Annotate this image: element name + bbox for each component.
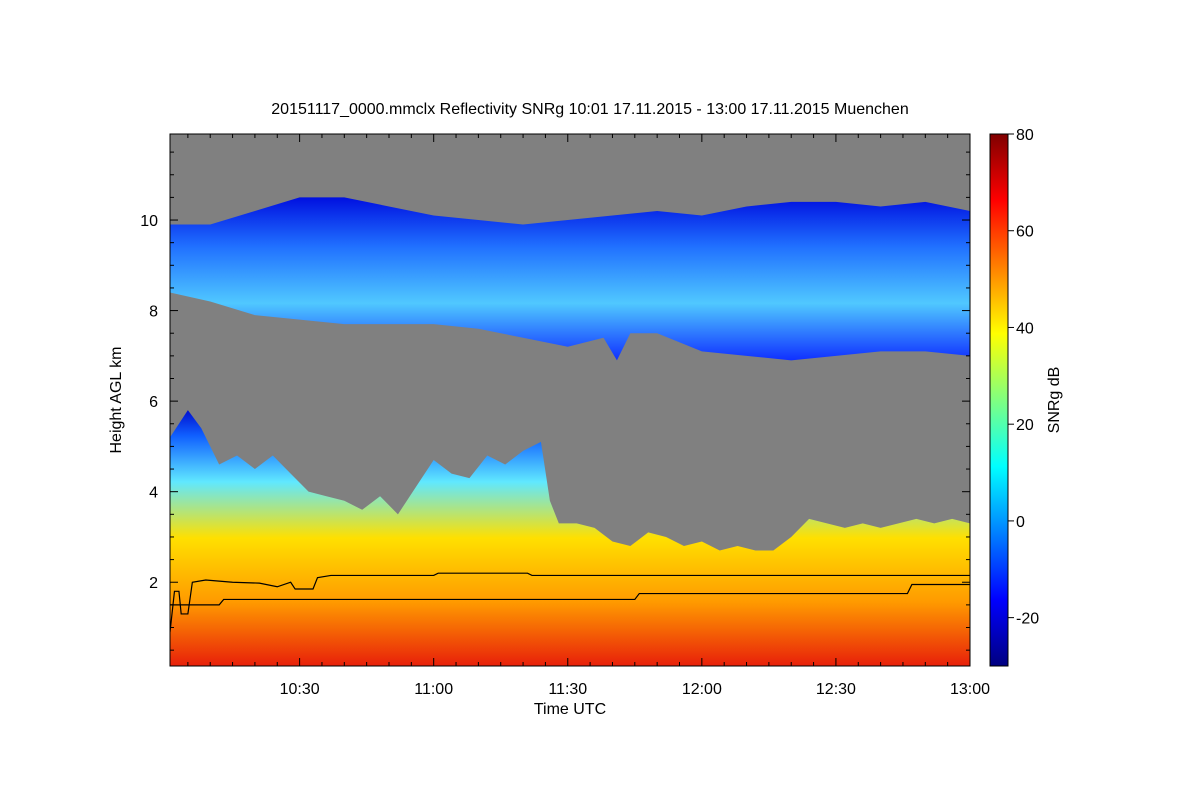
colorbar-tick-label: 80 bbox=[1016, 127, 1034, 144]
plot-area bbox=[170, 197, 970, 666]
plot-frame bbox=[169, 133, 971, 667]
x-tick-label: 12:30 bbox=[816, 681, 856, 698]
x-tick-label: 12:00 bbox=[682, 681, 722, 698]
y-axis-label: Height AGL km bbox=[108, 346, 125, 453]
y-tick-label: 10 bbox=[140, 213, 158, 230]
x-tick-label: 13:00 bbox=[950, 681, 990, 698]
colorbar-ticks: -20 0 20 40 60 80 bbox=[1008, 127, 1039, 628]
colorbar-tick-label: -20 bbox=[1016, 611, 1039, 628]
colorbar-tick-label: 20 bbox=[1016, 417, 1034, 434]
x-axis-label: Time UTC bbox=[534, 701, 606, 718]
colorbar-tick-label: 40 bbox=[1016, 320, 1034, 337]
lower-cloud-layer bbox=[170, 410, 970, 666]
y-tick-label: 2 bbox=[149, 575, 158, 592]
upper-cloud-layer bbox=[170, 197, 970, 361]
chart-title: 20151117_0000.mmclx Reflectivity SNRg 10… bbox=[271, 101, 908, 118]
boundary-line-upper bbox=[170, 572, 970, 633]
x-tick-label: 10:30 bbox=[280, 681, 320, 698]
y-tick-label: 4 bbox=[149, 485, 158, 502]
y-axis: 2 4 6 8 10 bbox=[140, 151, 970, 651]
x-tick-label: 11:30 bbox=[548, 681, 587, 698]
y-tick-label: 8 bbox=[149, 304, 158, 321]
boundary-line-lower bbox=[170, 583, 970, 606]
colorbar bbox=[989, 133, 1009, 667]
x-tick-label: 11:00 bbox=[414, 681, 453, 698]
colorbar-tick-label: 0 bbox=[1016, 514, 1025, 531]
x-axis: 10:30 11:00 11:30 12:00 12:30 13:00 bbox=[187, 134, 990, 698]
y-tick-label: 6 bbox=[149, 394, 158, 411]
colorbar-tick-label: 60 bbox=[1016, 224, 1034, 241]
colorbar-label: SNRg dB bbox=[1046, 367, 1063, 434]
